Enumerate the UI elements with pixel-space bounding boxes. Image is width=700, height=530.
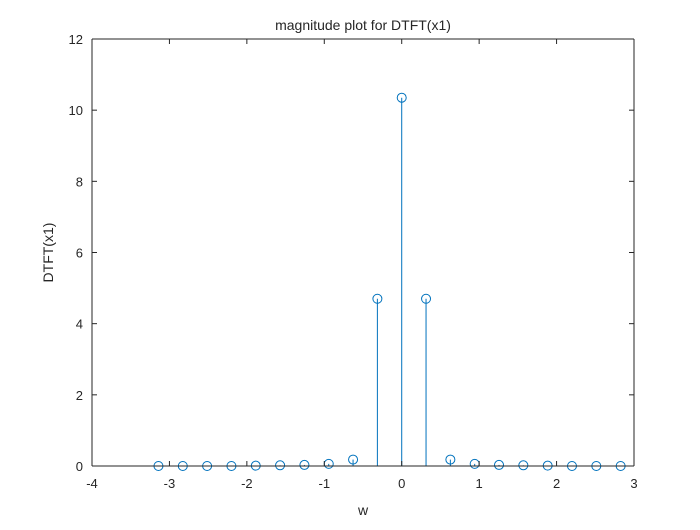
stem-marker — [372, 293, 383, 304]
stem-marker — [348, 454, 359, 465]
stem-marker — [518, 460, 529, 471]
y-tick-label: 10 — [69, 103, 83, 118]
x-tick-label: -2 — [241, 476, 253, 491]
y-ticks-group: 0 2 4 6 8 10 12 — [69, 32, 634, 474]
stems-group — [255, 97, 549, 466]
chart-title: magnitude plot for DTFT(x1) — [275, 17, 451, 33]
y-tick-label: 12 — [69, 32, 83, 47]
stem-marker — [494, 459, 505, 470]
x-tick-label: 2 — [553, 476, 560, 491]
x-tick-label: -1 — [319, 476, 331, 491]
y-tick-label: 0 — [76, 459, 83, 474]
stem-marker — [275, 460, 286, 471]
x-tick-label: 0 — [398, 476, 405, 491]
stem-marker — [421, 293, 432, 304]
y-tick-label: 4 — [76, 317, 83, 332]
stem-marker — [396, 92, 407, 103]
x-tick-label: 3 — [630, 476, 637, 491]
x-tick-label: -4 — [86, 476, 98, 491]
x-axis-label: w — [357, 502, 369, 518]
y-tick-label: 8 — [76, 174, 83, 189]
x-tick-label: 1 — [476, 476, 483, 491]
x-ticks-group: -4 -3 -2 -1 0 1 2 3 — [86, 39, 638, 491]
stem-marker — [299, 459, 310, 470]
x-tick-label: -3 — [164, 476, 176, 491]
y-axis-label: DTFT(x1) — [40, 223, 56, 283]
y-tick-label: 6 — [76, 246, 83, 261]
stem-marker — [445, 454, 456, 465]
y-tick-label: 2 — [76, 388, 83, 403]
plot-area — [92, 39, 634, 466]
